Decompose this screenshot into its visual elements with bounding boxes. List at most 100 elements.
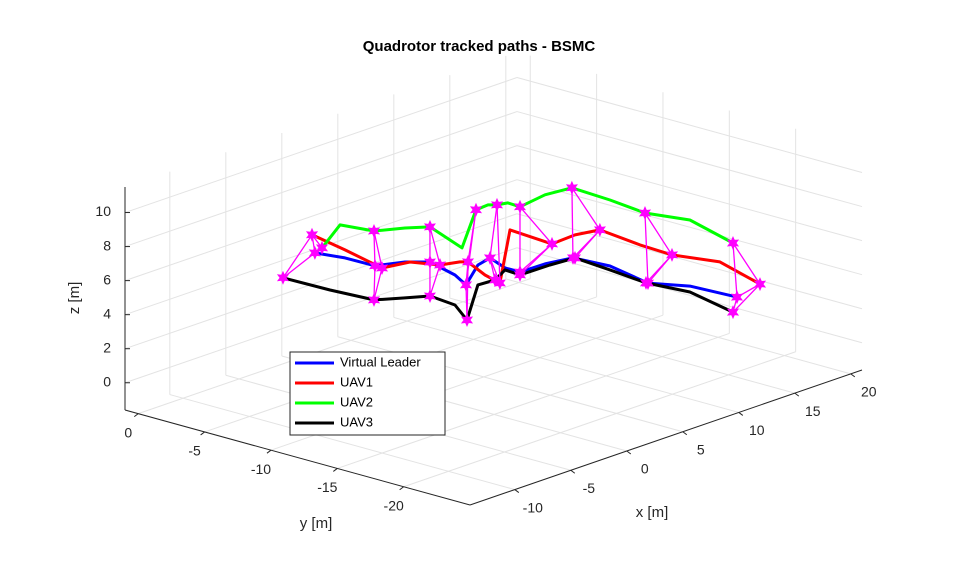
- z-tick-label: 4: [103, 305, 111, 321]
- y-axis: [124, 409, 471, 506]
- formation-marker: [593, 222, 606, 237]
- x-tick-label: 10: [749, 422, 765, 438]
- formation-marker: [665, 247, 679, 262]
- grid-line: [124, 111, 518, 248]
- grid-line: [505, 278, 851, 375]
- x-tick: [794, 392, 800, 397]
- formation-marker: [513, 199, 527, 214]
- formation-link: [644, 212, 673, 256]
- formation-link: [373, 267, 383, 301]
- formation-marker: [639, 275, 653, 290]
- formation-link: [571, 187, 601, 231]
- formation-marker: [276, 270, 290, 285]
- formation-link: [732, 283, 761, 313]
- z-tick-label: 10: [95, 203, 111, 219]
- legend-label: Virtual Leader: [340, 354, 421, 369]
- legend-label: UAV2: [340, 394, 373, 409]
- formation-marker: [490, 197, 504, 212]
- y-tick: [399, 486, 404, 491]
- formation-marker: [368, 258, 382, 273]
- legend: Virtual Leader UAV1 UAV2 UAV3: [289, 351, 446, 436]
- y-tick: [200, 431, 205, 436]
- grid: [124, 55, 863, 491]
- formation-marker: [565, 180, 578, 195]
- y-axis-label: y [m]: [300, 515, 333, 532]
- formation-link: [732, 242, 761, 285]
- formation-link: [373, 230, 383, 269]
- x-tick: [626, 450, 632, 455]
- formation-link: [489, 204, 498, 258]
- x-tick-label: 15: [805, 403, 821, 419]
- z-axis-label: z [m]: [66, 282, 83, 315]
- grid-line: [124, 213, 518, 350]
- formation-marker: [423, 289, 436, 303]
- formation-marker: [726, 305, 740, 320]
- grid-line: [138, 278, 531, 415]
- formation-link: [282, 252, 316, 279]
- formation-marker: [638, 206, 652, 220]
- grid-line: [403, 351, 796, 488]
- formation-link: [645, 254, 673, 284]
- legend-box: [289, 351, 446, 436]
- formation-marker: [423, 219, 436, 234]
- z-tick-label: 8: [103, 237, 111, 253]
- formation-marker: [305, 227, 319, 242]
- y-tick: [133, 413, 139, 418]
- formation-marker: [460, 313, 474, 327]
- formation-link: [282, 234, 313, 279]
- formation-link: [519, 243, 553, 276]
- formation-link: [496, 204, 501, 284]
- grid-line: [516, 77, 863, 174]
- legend-label: UAV3: [340, 414, 373, 429]
- x-tick: [570, 469, 576, 474]
- formation-marker: [545, 236, 559, 251]
- formation-link: [644, 212, 649, 284]
- grid-line: [516, 111, 863, 208]
- z-tick-label: 0: [103, 373, 111, 389]
- grid-line: [124, 145, 518, 282]
- grid-line: [516, 213, 863, 310]
- formation-marker: [469, 202, 483, 217]
- formation-marker: [315, 240, 329, 255]
- grid-line: [337, 332, 730, 469]
- grid-line: [124, 247, 518, 384]
- z-tick-label: 2: [103, 339, 111, 355]
- x-tick-label: 5: [697, 441, 705, 457]
- formation-marker: [488, 273, 502, 287]
- formation-marker: [423, 255, 436, 269]
- x-tick: [850, 373, 856, 378]
- formation-link: [732, 242, 738, 298]
- formation-marker: [483, 250, 497, 265]
- formation-marker: [367, 292, 381, 307]
- x-axis: [469, 369, 863, 506]
- grid-line: [169, 394, 515, 491]
- formation-marker: [513, 267, 527, 282]
- grid-line: [393, 316, 739, 413]
- x-axis-label: x [m]: [636, 504, 669, 521]
- y-tick-label: -10: [251, 461, 271, 477]
- y-tick-label: 0: [124, 424, 132, 440]
- formation-link: [466, 261, 469, 320]
- formation-link: [429, 226, 441, 266]
- chart-title: Quadrotor tracked paths - BSMC: [363, 38, 596, 55]
- x-tick-label: 20: [861, 384, 877, 400]
- formation-marker: [367, 224, 381, 239]
- formation-link: [467, 209, 477, 263]
- y-tick-label: -5: [188, 443, 201, 459]
- formation-marker: [433, 258, 447, 272]
- y-tick: [333, 468, 338, 472]
- formation-marker: [726, 236, 740, 250]
- formation-marker: [461, 254, 475, 269]
- x-tick-label: -5: [583, 480, 596, 496]
- y-tick: [266, 449, 272, 454]
- formation-marker: [375, 261, 389, 275]
- formation-marker: [753, 277, 767, 292]
- formation-marker: [459, 277, 473, 292]
- grid-line: [516, 145, 863, 242]
- formation-link: [429, 264, 441, 297]
- x-tick: [514, 489, 520, 493]
- y-tick-label: -15: [317, 479, 337, 495]
- formation-link: [574, 229, 601, 259]
